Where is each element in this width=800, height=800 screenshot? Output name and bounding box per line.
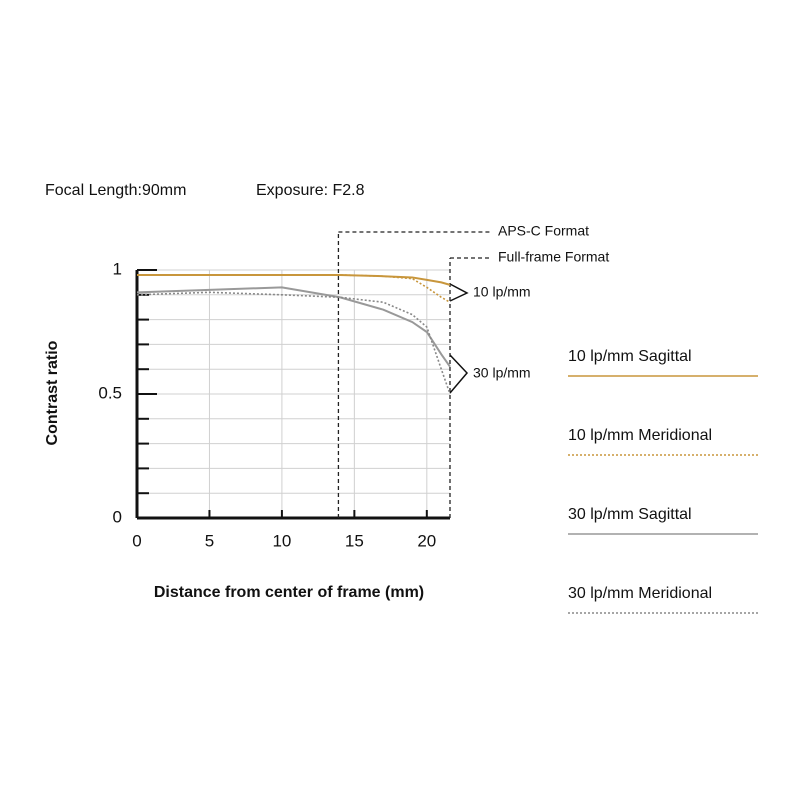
x-tick-label: 5 (205, 531, 214, 550)
format-label: APS-C Format (498, 223, 589, 239)
y-tick-label: 0 (113, 507, 122, 526)
format-label: Full-frame Format (498, 249, 609, 265)
legend-label: 30 lp/mm Meridional (568, 585, 712, 602)
group-label: 30 lp/mm (473, 365, 531, 381)
y-tick-label: 0.5 (98, 383, 122, 402)
x-tick-label: 10 (272, 531, 291, 550)
y-axis-label: Contrast ratio (44, 340, 61, 445)
bracket (449, 283, 469, 302)
group-label: 10 lp/mm (473, 284, 531, 300)
header-exposure: Exposure: F2.8 (256, 182, 365, 199)
legend-label: 10 lp/mm Meridional (568, 427, 712, 444)
legend-label: 10 lp/mm Sagittal (568, 348, 692, 365)
series-line (136, 291, 451, 395)
x-tick-label: 20 (417, 531, 436, 550)
bracket (449, 354, 469, 394)
header-focal: Focal Length:90mm (45, 182, 186, 199)
series-line (136, 286, 451, 368)
y-tick-label: 1 (113, 259, 122, 278)
series-line (137, 273, 451, 286)
series-line (137, 274, 451, 303)
x-tick-label: 0 (132, 531, 141, 550)
legend-label: 30 lp/mm Sagittal (568, 506, 692, 523)
x-tick-label: 15 (345, 531, 364, 550)
x-axis-label: Distance from center of frame (mm) (154, 584, 424, 601)
